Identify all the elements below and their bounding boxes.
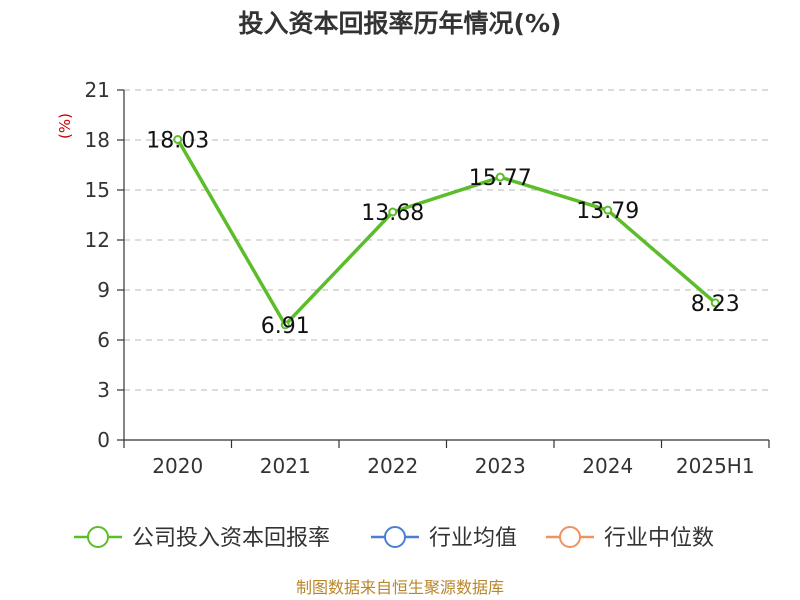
y-tick-label: 18 <box>85 128 110 152</box>
data-label: 18.03 <box>146 129 209 154</box>
data-point <box>710 298 720 308</box>
x-tick-label: 2024 <box>582 454 633 478</box>
legend-label: 公司投入资本回报率 <box>132 526 330 551</box>
y-tick-label: 6 <box>97 328 110 352</box>
x-tick-label: 2025H1 <box>676 454 755 478</box>
y-tick-label: 9 <box>97 278 110 302</box>
legend-marker <box>559 526 581 548</box>
x-tick-label: 2020 <box>152 454 203 478</box>
axes <box>117 89 770 448</box>
data-point <box>495 172 505 182</box>
legend-label: 行业中位数 <box>604 526 714 551</box>
legend-label: 行业均值 <box>429 526 517 551</box>
y-tick-labels: 0 3 6 9 12 15 18 21 <box>85 78 110 452</box>
x-tick-labels: 2020 2021 2022 2023 2024 2025H1 <box>152 454 754 478</box>
source-note: 制图数据来自恒生聚源数据库 <box>296 578 504 597</box>
data-point <box>173 135 183 144</box>
data-label: 6.91 <box>261 314 310 339</box>
series-line <box>176 138 717 327</box>
y-tick-label: 0 <box>97 428 110 452</box>
legend: 公司投入资本回报率 行业均值 行业中位数 <box>74 526 714 551</box>
data-label: 15.77 <box>469 166 532 191</box>
y-tick-label: 21 <box>85 78 110 102</box>
data-label: 13.68 <box>361 201 424 226</box>
x-tick-label: 2021 <box>260 454 311 478</box>
data-point <box>388 207 398 217</box>
y-axis-label: (%) <box>56 113 74 139</box>
series-layer: 18.03 6.91 13.68 15.77 13.79 8.23 <box>146 129 739 339</box>
data-point <box>603 205 613 215</box>
y-tick-label: 12 <box>85 228 110 252</box>
chart-title: 投入资本回报率历年情况(%) <box>239 9 562 38</box>
data-label: 8.23 <box>691 292 740 317</box>
legend-marker <box>87 526 109 548</box>
grid-lines <box>124 89 769 391</box>
x-tick-label: 2022 <box>367 454 418 478</box>
data-label: 13.79 <box>576 199 639 224</box>
x-tick-label: 2023 <box>475 454 526 478</box>
legend-marker <box>384 526 406 548</box>
y-tick-label: 3 <box>97 378 110 402</box>
y-tick-label: 15 <box>85 178 110 202</box>
data-point <box>280 320 290 330</box>
